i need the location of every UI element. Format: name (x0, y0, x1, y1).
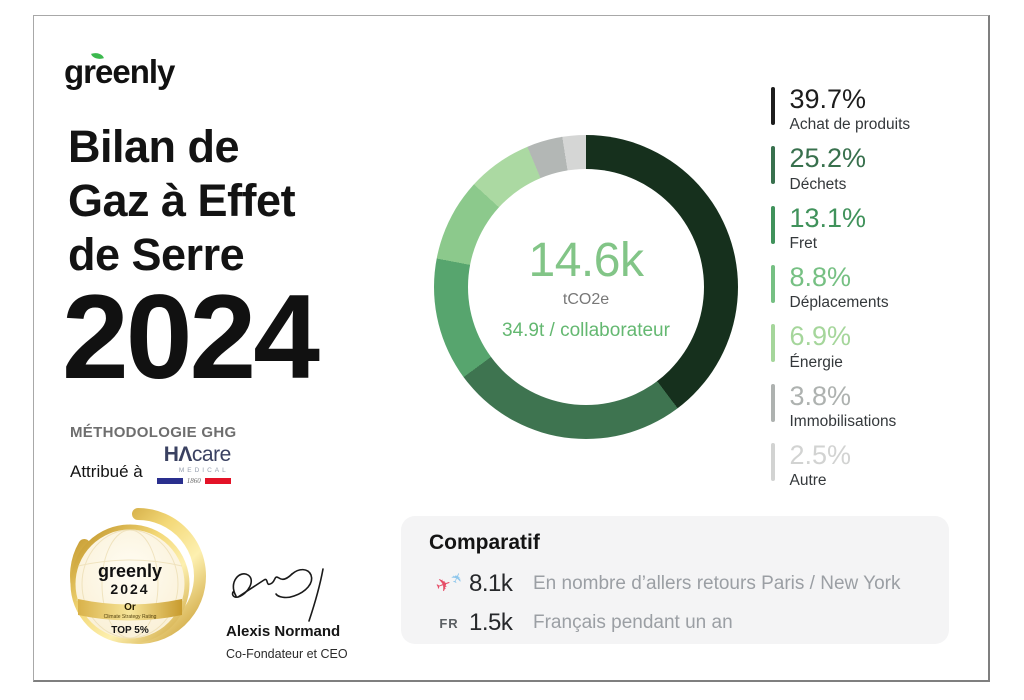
comparatif-rows: ✈ ✈ 8.1k En nombre d’allers retours Pari… (429, 568, 949, 639)
report-year: 2024 (62, 270, 320, 404)
legend-item-energie: 6.9% Énergie (771, 322, 910, 371)
attributed-to-label: Attribué à (70, 461, 143, 481)
legend-color-bar (771, 87, 775, 125)
fr-icon-text: FR (439, 615, 459, 631)
legend-item-achat-de-produits: 39.7% Achat de produits (771, 85, 910, 134)
comparatif-label: Français pendant un an (533, 612, 733, 633)
title-line-2: Gaz à Effet (68, 175, 296, 226)
medal-top-badge: TOP 5% (111, 625, 149, 636)
signature-scribble (231, 568, 324, 622)
hacare-h: H (163, 443, 179, 466)
medal-year-text: 2024 (110, 581, 149, 597)
legend-percentage: 25.2% (789, 143, 867, 174)
signatory-role: Co-Fondateur et CEO (226, 647, 348, 661)
legend-color-bar (771, 383, 775, 422)
medal-brand-text: greenly (98, 561, 162, 581)
title-line-1: Bilan de (68, 121, 240, 172)
legend-label: Déchets (789, 175, 847, 193)
hacare-medical-label: MEDICAL (178, 467, 229, 474)
hacare-flag: 1860 (156, 477, 231, 485)
legend-percentage: 3.8% (789, 380, 852, 411)
signature-block: Alexis Normand Co-Fondateur et CEO (226, 566, 386, 661)
total-emissions-value: 14.6k (528, 233, 644, 287)
hacare-logo-name: HΛcare (163, 443, 232, 466)
comparatif-label: En nombre d’allers retours Paris / New Y… (533, 573, 901, 594)
award-medal: greenly 2024 Or Climate Strategy Rating … (70, 508, 206, 644)
legend-percentage: 6.9% (789, 321, 852, 352)
greenly-logo-text: greenly (64, 53, 175, 90)
comparatif-value: 8.1k (469, 570, 513, 597)
legend-color-bar (771, 205, 775, 244)
legend-percentage: 39.7% (789, 84, 867, 114)
legend-percentage: 2.5% (789, 440, 852, 471)
greenly-logo: greenly (64, 50, 175, 91)
legend-item-immobilisations: 3.8% Immobilisations (771, 380, 910, 431)
legend-percentage: 13.1% (789, 202, 867, 233)
legend-item-autre: 2.5% Autre (771, 441, 910, 490)
emissions-legend: 39.7% Achat de produits 25.2% Déchets 13… (771, 85, 910, 500)
flag-red-bar (204, 478, 231, 484)
report-page: greenly Bilan de Gaz à Effet de Serre 20… (33, 15, 990, 682)
medal-band (78, 599, 182, 621)
legend-item-fret: 13.1% Fret (771, 202, 910, 253)
comparatif-value: 1.5k (469, 609, 513, 636)
hacare-a-glyph: Λ (178, 443, 192, 466)
crossed-planes-icon: ✈ ✈ (429, 569, 469, 597)
hacare-care: care (191, 443, 231, 466)
legend-label: Énergie (789, 353, 843, 371)
legend-color-bar (771, 443, 775, 482)
donut-center: 14.6k tCO2e 34.9t / collaborateur (468, 169, 704, 405)
page-title: Bilan de Gaz à Effet de Serre (68, 120, 296, 282)
attribution-row: Attribué à HΛcare MEDICAL 1860 (70, 444, 231, 485)
emissions-donut-chart: 14.6k tCO2e 34.9t / collaborateur (434, 135, 738, 439)
legend-label: Déplacements (789, 294, 889, 312)
signatory-name: Alexis Normand (226, 623, 341, 640)
emissions-unit: tCO2e (562, 290, 610, 308)
legend-item-deplacements: 8.8% Déplacements (771, 263, 910, 312)
hacare-logo: HΛcare MEDICAL 1860 (156, 443, 232, 485)
legend-color-bar (771, 265, 775, 304)
comparatif-title: Comparatif (429, 531, 540, 554)
medal-rating-text: Climate Strategy Rating (104, 614, 157, 620)
legend-color-bar (771, 146, 775, 185)
legend-label: Achat de produits (789, 116, 911, 134)
legend-percentage: 8.8% (789, 262, 852, 293)
flag-blue-bar (156, 478, 183, 484)
hacare-year: 1860 (186, 477, 201, 485)
comparatif-panel: Comparatif ✈ ✈ 8.1k En nombre d’allers r… (401, 516, 949, 644)
legend-label: Fret (789, 235, 818, 253)
comparatif-row-flights: ✈ ✈ 8.1k En nombre d’allers retours Pari… (429, 568, 949, 600)
legend-item-dechets: 25.2% Déchets (771, 144, 910, 193)
comparatif-row-french: FR 1.5k Français pendant un an (429, 607, 949, 639)
title-line-3: de Serre (68, 229, 245, 280)
legend-label: Immobilisations (789, 413, 897, 431)
per-collaborator-value: 34.9t / collaborateur (502, 319, 670, 341)
fr-icon: FR (429, 616, 469, 631)
medal-grade-text: Or (124, 602, 136, 613)
legend-label: Autre (789, 472, 827, 490)
methodology-label: MÉTHODOLOGIE GHG (70, 424, 237, 441)
legend-color-bar (771, 324, 775, 363)
